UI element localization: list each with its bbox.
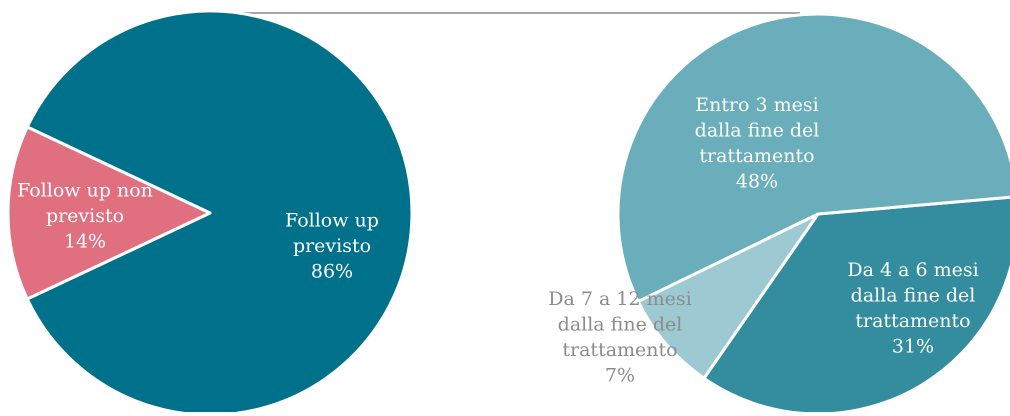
label-follow-up-previsto: Follow up previsto 86%	[285, 210, 379, 283]
slice-percent: 7%	[605, 364, 635, 386]
slice-entro-3-mesi	[616, 12, 1010, 303]
slice-label-line: Follow up	[285, 210, 379, 232]
slice-label-line: Da 4 a 6 mesi	[847, 259, 978, 281]
slice-da-7-a-12-mesi	[636, 212, 820, 380]
slice-percent: 86%	[311, 261, 353, 283]
slice-da-4-a-6-mesi	[702, 195, 1010, 416]
slice-label-line: trattamento	[562, 339, 677, 361]
slice-label-line: dalla fine del	[558, 313, 683, 335]
slice-follow-up-non-previsto	[6, 125, 212, 301]
slice-label-line: Follow up non	[17, 180, 153, 202]
slice-percent: 31%	[892, 335, 934, 357]
slice-label-line: Entro 3 mesi	[695, 94, 819, 116]
label-entro-3-mesi: Entro 3 mesi dalla fine del trattamento 48%	[695, 94, 820, 193]
slice-label-line: dalla fine del	[695, 119, 820, 141]
label-da-7-a-12-mesi: Da 7 a 12 mesi dalla fine del trattamento 7…	[548, 288, 691, 387]
slice-label-line: previsto	[293, 235, 371, 257]
slice-label-line: trattamento	[699, 145, 814, 167]
slice-label-line: previsto	[46, 205, 124, 227]
slice-label-line: Da 7 a 12 mesi	[548, 288, 691, 310]
slice-follow-up-previsto	[25, 9, 414, 416]
slice-percent: 14%	[64, 231, 106, 253]
label-follow-up-non-previsto: Follow up non previsto 14%	[17, 180, 153, 253]
slice-percent: 48%	[736, 170, 778, 192]
label-da-4-a-6-mesi: Da 4 a 6 mesi dalla fine del trattamento 31…	[847, 259, 978, 358]
slice-label-line: trattamento	[855, 310, 970, 332]
slice-label-line: dalla fine del	[851, 284, 976, 306]
